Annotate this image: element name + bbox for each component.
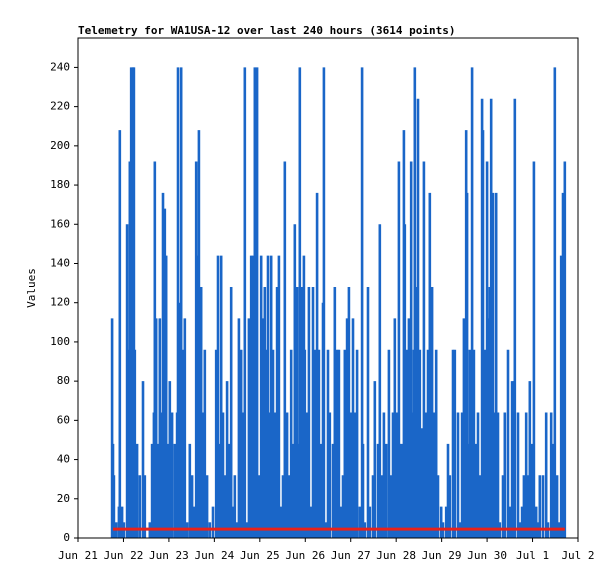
y-tick-label: 0 bbox=[63, 531, 70, 544]
y-tick-label: 40 bbox=[57, 453, 70, 466]
y-tick-label: 20 bbox=[57, 492, 70, 505]
plot-marks bbox=[110, 67, 567, 538]
y-tick-label: 120 bbox=[50, 296, 70, 309]
x-tick-label: Jun 24 bbox=[194, 549, 234, 562]
chart-title: Telemetry for WA1USA-12 over last 240 ho… bbox=[78, 24, 456, 37]
y-tick-label: 140 bbox=[50, 256, 70, 269]
y-tick-label: 60 bbox=[57, 413, 70, 426]
x-tick-label: Jun 22 bbox=[104, 549, 144, 562]
x-tick-label: Jun 21 bbox=[58, 549, 98, 562]
y-tick-label: 220 bbox=[50, 100, 70, 113]
x-tick-label: Jun 26 bbox=[285, 549, 325, 562]
x-tick-label: Jul 2 bbox=[561, 549, 594, 562]
x-tick-label: Jun 29 bbox=[422, 549, 462, 562]
x-tick-label: Jun 30 bbox=[467, 549, 507, 562]
x-tick-label: Jun 28 bbox=[376, 549, 416, 562]
y-tick-label: 180 bbox=[50, 178, 70, 191]
x-tick-label: Jun 27 bbox=[331, 549, 371, 562]
y-tick-label: 240 bbox=[50, 60, 70, 73]
y-tick-label: 200 bbox=[50, 139, 70, 152]
y-axis-label: Values bbox=[25, 268, 38, 308]
y-tick-label: 160 bbox=[50, 217, 70, 230]
y-tick-label: 100 bbox=[50, 335, 70, 348]
x-tick-label: Jun 25 bbox=[240, 549, 280, 562]
x-tick-label: Jun 23 bbox=[149, 549, 189, 562]
plot-frame bbox=[77, 37, 579, 539]
y-tick-label: 80 bbox=[57, 374, 70, 387]
x-tick-label: Jul 1 bbox=[516, 549, 549, 562]
